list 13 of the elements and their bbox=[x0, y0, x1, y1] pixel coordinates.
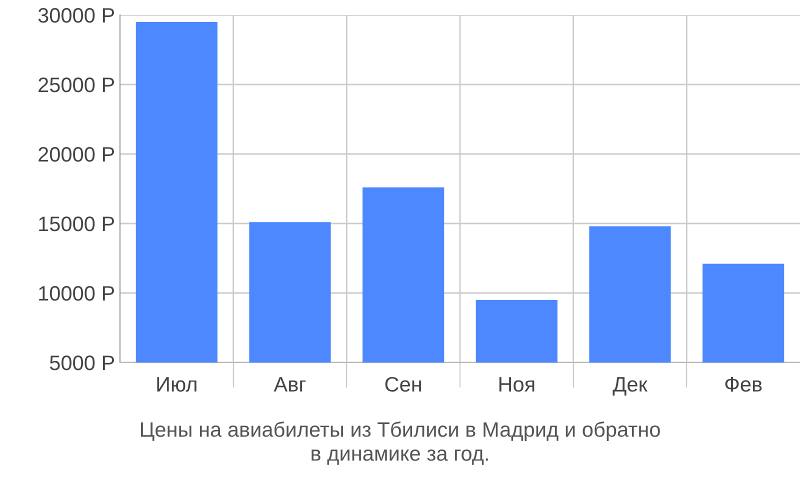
text: Цены на авиабилеты из Тбилиси в Мадрид и обратно в динамике за год. bbox=[140, 421, 660, 465]
x-tick-label: Авг bbox=[274, 377, 306, 392]
x-tick-label: Июл bbox=[157, 377, 196, 392]
x-tick-label: Фев bbox=[725, 377, 762, 392]
y-tick-label: 5000 Р bbox=[50, 356, 114, 370]
x-tick-label: Дек bbox=[612, 377, 648, 396]
y-tick-label: 20000 Р bbox=[38, 147, 114, 162]
x-tick-label: Ноя bbox=[499, 377, 534, 392]
y-tick-label: 30000 Р bbox=[38, 8, 114, 23]
y-tick-label: 10000 Р bbox=[39, 286, 114, 301]
y-tick-label: 15000 Р bbox=[39, 216, 114, 232]
y-tick-label: 25000 Р bbox=[38, 78, 114, 92]
x-tick-label: Сен bbox=[385, 376, 421, 392]
